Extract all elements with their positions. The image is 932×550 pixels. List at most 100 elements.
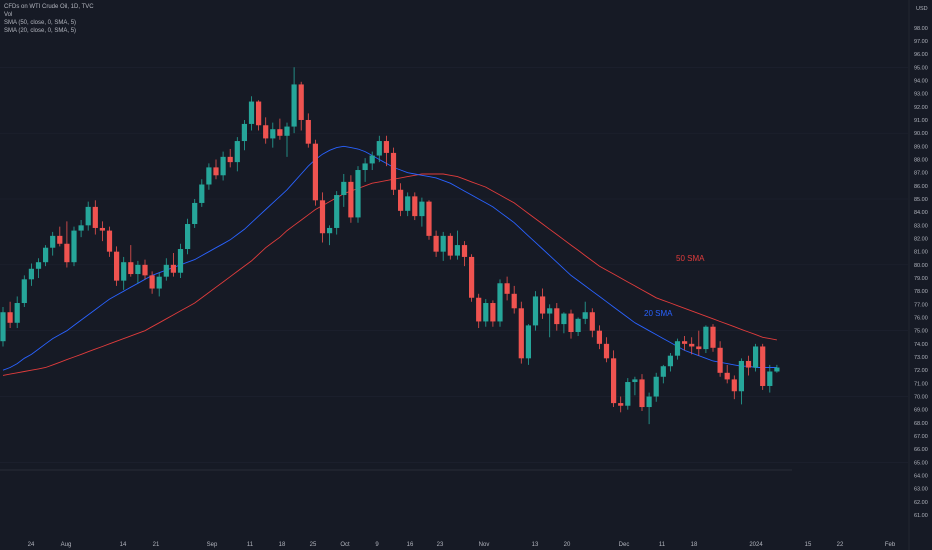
candle-body: [504, 283, 510, 294]
candle-down: [412, 192, 418, 221]
candle-down: [682, 335, 688, 351]
candle-up: [334, 191, 340, 235]
time-axis[interactable]: 24 Aug 14 21 Sep 11 18 25 Oct 9 16 23 Nov 13 20 Dec 11 18…: [28, 542, 896, 548]
candle-body: [469, 256, 475, 298]
chart-legend: CFDs on WTI Crude Oil, 1D, TVC Vol SMA (…: [4, 3, 94, 35]
candle-body: [582, 312, 588, 319]
candle-body: [263, 125, 269, 139]
candle-body: [745, 360, 752, 368]
time-tick-label: Aug: [61, 542, 72, 548]
candle-up: [660, 364, 666, 384]
candle-down: [92, 200, 98, 235]
candle-body: [85, 206, 91, 226]
candle-body: [518, 308, 524, 359]
candle-up: [71, 226, 77, 267]
candle-down: [603, 337, 610, 363]
candle-down: [106, 226, 113, 257]
candle-body: [312, 143, 318, 201]
candle-down: [114, 246, 120, 286]
candle-up: [291, 67, 297, 134]
sma20-annotation: 20 SMA: [644, 309, 673, 318]
candles-layer: [0, 67, 780, 425]
price-tick-label: 61.00: [914, 513, 928, 519]
candle-body: [341, 181, 347, 196]
candle-body: [277, 129, 283, 136]
candle-down: [724, 364, 730, 384]
candle-down: [227, 148, 233, 168]
price-tick-label: 63.00: [914, 487, 928, 493]
price-tick-label: 64.00: [914, 474, 928, 480]
candle-body: [667, 355, 673, 367]
price-tick-label: 96.00: [914, 52, 928, 58]
candle-down: [213, 159, 219, 180]
candle-up: [738, 358, 744, 405]
time-tick-label: 18: [691, 542, 698, 548]
candle-down: [461, 241, 468, 267]
candle-down: [731, 375, 737, 400]
candle-body: [234, 141, 240, 163]
candle-down: [263, 117, 269, 144]
candle-up: [674, 338, 681, 360]
candle-up: [28, 263, 34, 286]
candle-body: [14, 303, 20, 323]
candle-down: [504, 276, 510, 301]
price-tick-label: 75.00: [914, 329, 928, 335]
candle-up: [220, 151, 226, 181]
legend-sma20: SMA (20, close, 0, SMA, 5): [4, 28, 77, 34]
candle-body: [447, 235, 453, 256]
candle-down: [398, 183, 404, 217]
candle-body: [525, 325, 531, 359]
candle-up: [405, 192, 411, 217]
price-tick-label: 89.00: [914, 144, 928, 150]
price-tick-label: 68.00: [914, 421, 928, 427]
candle-body: [362, 163, 368, 171]
candle-up: [78, 220, 84, 238]
candle-body: [270, 129, 276, 139]
candle-down: [717, 341, 723, 377]
candle-down: [64, 221, 70, 268]
candle-body: [603, 343, 610, 359]
candle-down: [383, 135, 389, 167]
time-tick-label: 14: [120, 542, 127, 548]
time-tick-label: Oct: [340, 542, 350, 548]
candle-up: [35, 258, 42, 278]
price-tick-label: 98.00: [914, 26, 928, 32]
candle-body: [589, 312, 595, 331]
candle-up: [327, 225, 333, 246]
price-tick-label: 86.00: [914, 184, 928, 190]
candle-down: [689, 337, 695, 355]
candle-body: [405, 196, 411, 211]
candle-down: [540, 288, 546, 319]
candle-body: [327, 227, 333, 234]
candle-body: [248, 101, 255, 124]
candle-up: [440, 231, 446, 261]
candle-body: [213, 167, 219, 176]
candle-up: [248, 96, 255, 131]
candle-down: [518, 301, 524, 364]
candle-body: [618, 403, 624, 406]
candle-body: [142, 264, 148, 276]
candle-down: [142, 259, 148, 280]
price-tick-label: 81.00: [914, 250, 928, 256]
candle-body: [57, 235, 63, 244]
price-tick-label: 78.00: [914, 289, 928, 295]
candle-up: [156, 272, 162, 297]
candle-up: [532, 291, 539, 331]
time-tick-label: 9: [375, 542, 379, 548]
price-axis[interactable]: 61.00 62.00 63.00 64.00 65.00 66.00 67.00 68.00…: [908, 0, 928, 550]
candle-down: [490, 300, 496, 327]
candle-body: [319, 200, 326, 234]
candle-up: [163, 258, 169, 281]
candle-up: [454, 230, 460, 260]
candle-body: [753, 346, 759, 368]
price-tick-label: 93.00: [914, 92, 928, 98]
candle-body: [398, 189, 404, 211]
candle-down: [447, 233, 453, 260]
price-tick-label: 74.00: [914, 342, 928, 348]
candle-down: [476, 293, 482, 329]
price-tick-label: 73.00: [914, 355, 928, 361]
candle-up: [355, 166, 361, 223]
legend-symbol: CFDs on WTI Crude Oil, 1D, TVC: [4, 4, 94, 10]
candle-body: [696, 346, 702, 350]
